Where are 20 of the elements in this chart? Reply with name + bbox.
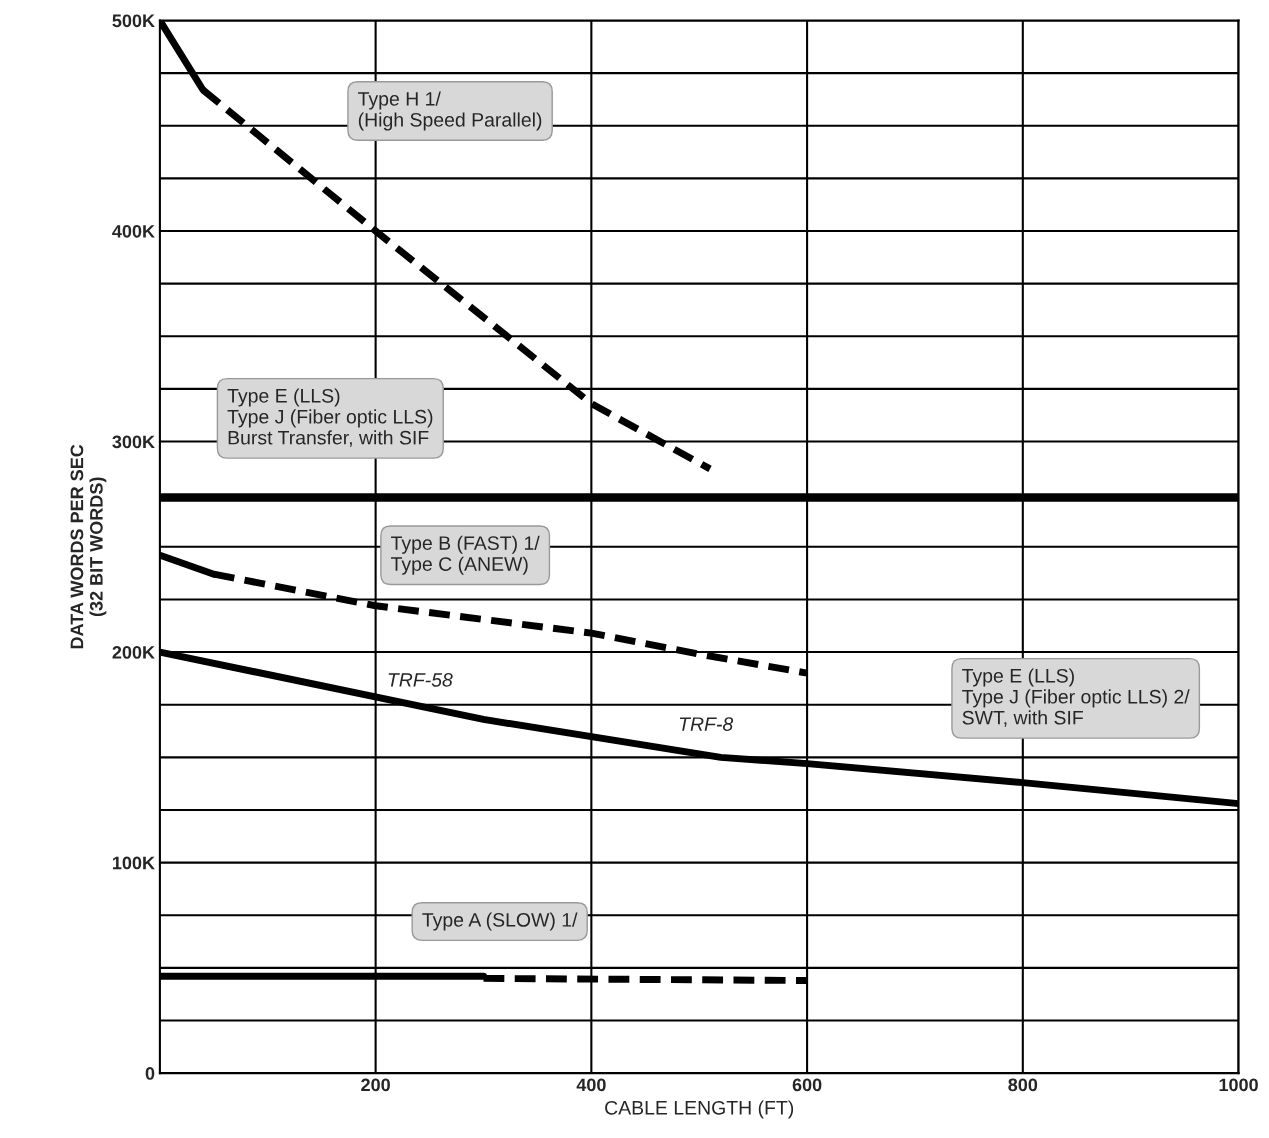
annotation: Type E (LLS) Type J (Fiber optic LLS) 2/ SWT, with SIF — [962, 668, 1190, 727]
y-axis-title: DATA WORDS PER SEC (32 BIT WORDS) — [70, 444, 107, 649]
annotation: TRF-8 — [679, 717, 734, 731]
y-tick-label: 400K — [112, 224, 155, 238]
annotation: TRF-58 — [388, 673, 453, 687]
y-tick-label: 0 — [145, 1067, 155, 1080]
annotation: Type A (SLOW) 1/ — [422, 912, 578, 931]
x-tick-label: 1000 — [1219, 1078, 1258, 1092]
y-tick-label: 100K — [113, 856, 155, 870]
y-tick-label: 300K — [112, 435, 155, 449]
y-tick-label: 500K — [112, 14, 155, 28]
y-tick-label: 200K — [112, 646, 155, 659]
x-tick-label: 200 — [361, 1078, 390, 1092]
annotation: Type B (FAST) 1/ Type C (ANEW) — [391, 535, 540, 575]
x-tick-label: 600 — [792, 1078, 822, 1092]
x-axis-title: CABLE LENGTH (FT) — [605, 1100, 794, 1119]
annotation: Type H 1/ (High Speed Parallel) — [358, 91, 542, 131]
annotation: Type E (LLS) Type J (Fiber optic LLS) Burst Transfer, with SIF — [227, 388, 433, 447]
x-tick-label: 800 — [1008, 1078, 1038, 1092]
x-tick-label: 400 — [576, 1078, 606, 1092]
